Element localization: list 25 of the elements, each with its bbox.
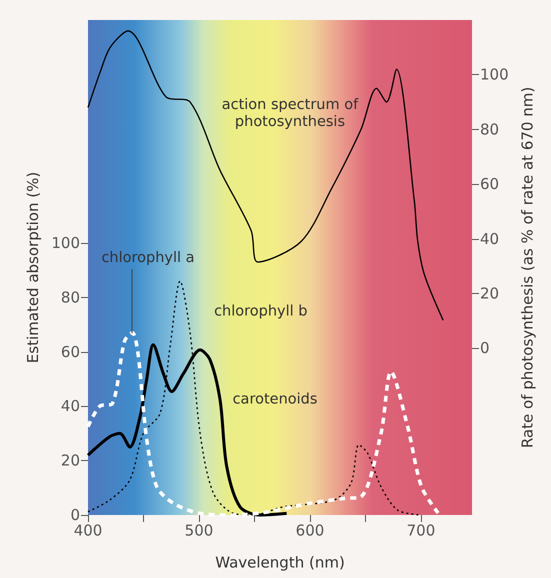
line-series (86, 331, 440, 517)
x-tick-label: 700 (406, 522, 436, 540)
text: chlorophyll a (101, 250, 195, 266)
y2-tick-label: 80 (480, 120, 500, 138)
x-tick-label: 500 (184, 522, 214, 540)
y2-tick-label: 20 (480, 284, 500, 302)
x-axis-title: Wavelength (nm) (215, 554, 345, 572)
y-tick-label: 100 (51, 234, 80, 252)
y-tick-label: 80 (60, 288, 80, 306)
y2-tick-label: 60 (480, 175, 500, 194)
y-tick-label: 40 (60, 397, 80, 416)
series-label: chlorophyll b (214, 304, 308, 321)
y-tick-label: 20 (60, 452, 80, 470)
series-label: action spectrum of photosynthesis (220, 97, 360, 132)
series-label: carotenoids (232, 392, 318, 409)
y2-axis-title: Rate of photosynthesis (as % of rate at 670 nm) (518, 86, 536, 448)
x-tick-label: 600 (296, 522, 324, 540)
line-series (87, 30, 444, 321)
y-tick-label: 60 (60, 342, 80, 361)
y-tick-label: 0 (70, 506, 80, 524)
y2-tick-label: 100 (480, 66, 509, 84)
y2-tick-label: 40 (480, 230, 500, 248)
y2-tick-label: 0 (480, 339, 490, 358)
x-tick-label: 400 (74, 522, 102, 540)
y-axis-title: Estimated absorption (%) (24, 172, 42, 364)
